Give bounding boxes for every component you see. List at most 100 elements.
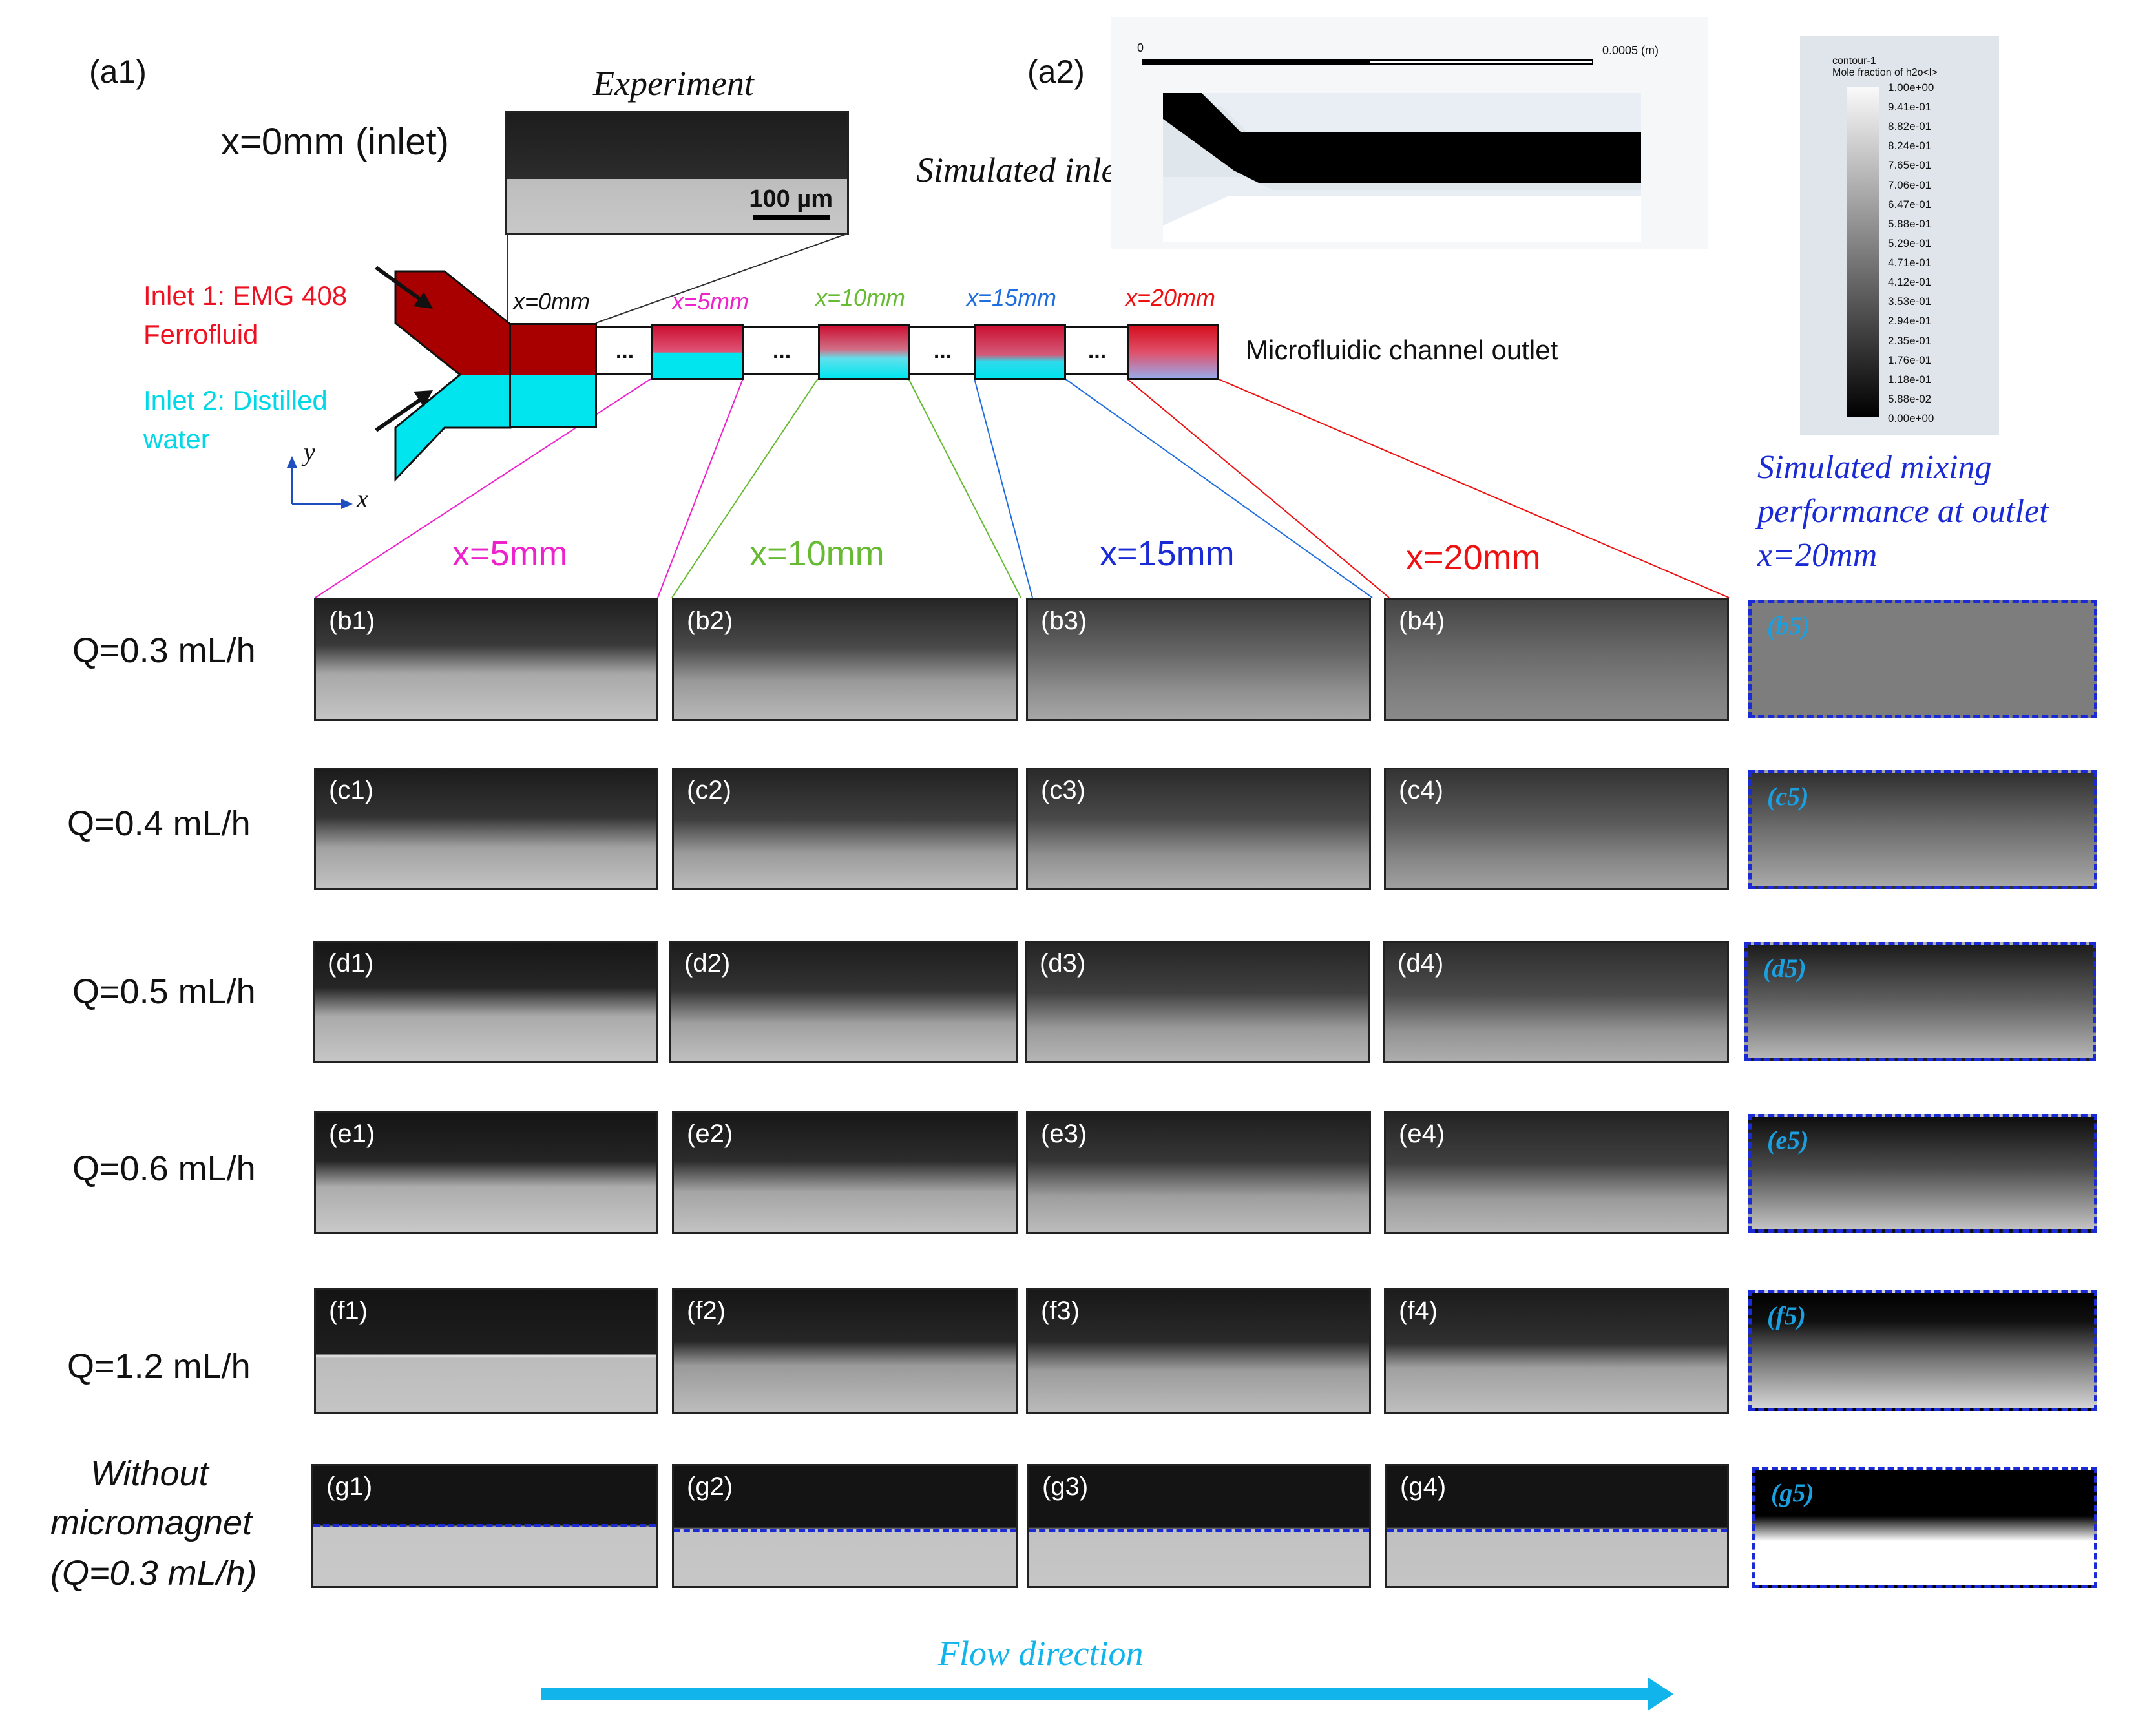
sim-label-d5: (d5)	[1763, 954, 1806, 983]
sim-label-c5: (c5)	[1767, 782, 1809, 811]
micrograph-b2: (b2)	[672, 598, 1018, 721]
row-label-e: Q=0.6 mL/h	[72, 1149, 256, 1188]
sim-label-f5: (f5)	[1767, 1301, 1806, 1330]
row-label-d: Q=0.5 mL/h	[72, 972, 256, 1011]
channel-segment-x20	[1127, 324, 1219, 380]
micrograph-e2: (e2)	[672, 1111, 1018, 1234]
row-label-g-2: micromagnet	[50, 1503, 253, 1542]
sim-c5: (c5)	[1748, 770, 2097, 889]
marker-x5: x=5mm	[672, 288, 749, 315]
micrograph-d3: (d3)	[1025, 941, 1370, 1063]
channel-segment-x10	[818, 324, 910, 380]
panel-label-c3: (c3)	[1041, 776, 1085, 804]
sim-b5: (b5)	[1748, 600, 2097, 718]
micrograph-d2: (d2)	[669, 941, 1018, 1063]
interface-line-g2	[674, 1529, 1016, 1532]
panel-label-b4: (b4)	[1399, 607, 1445, 635]
colorbar-tick-label: 1.18e-01	[1888, 373, 1932, 386]
colorbar-tick-label: 5.88e-01	[1888, 217, 1932, 230]
colorbar-tick-label: 8.24e-01	[1888, 140, 1932, 152]
sim-scale-bar-dark	[1142, 59, 1593, 65]
panel-label-b2: (b2)	[687, 607, 733, 635]
simulation-view: 0 0.0005 (m)	[1111, 17, 1708, 249]
colorbar-tick-label: 9.41e-01	[1888, 101, 1932, 114]
micrograph-b1: (b1)	[314, 598, 658, 721]
marker-x0: x=0mm	[513, 288, 591, 315]
sim-f5: (f5)	[1748, 1290, 2097, 1411]
micrograph-g4: (g4)	[1385, 1464, 1729, 1588]
panel-label-f1: (f1)	[329, 1297, 368, 1325]
interface-line-g1	[313, 1524, 656, 1527]
colorbar-ticks: 1.00e+00 9.41e-01 8.82e-01 8.24e-01 7.65e-01…	[1888, 81, 1991, 424]
inlet-position-label: x=0mm (inlet)	[221, 121, 449, 163]
panel-label-f3: (f3)	[1041, 1297, 1080, 1325]
inlet2-label: Inlet 2: Distilled water	[143, 385, 328, 454]
marker-x15: x=15mm	[967, 284, 1057, 311]
colorbar-tick-label: 4.12e-01	[1888, 276, 1932, 289]
panel-label-d1: (d1)	[328, 949, 374, 978]
colorbar-tick-label: 7.65e-01	[1888, 159, 1932, 172]
sim-e5: (e5)	[1748, 1114, 2097, 1233]
micrograph-b3: (b3)	[1026, 598, 1371, 721]
row-label-g-1: Without	[90, 1454, 209, 1493]
panel-label-e1: (e1)	[329, 1120, 375, 1148]
axis-x-label: x	[357, 484, 368, 513]
channel-gap-4: ...	[1066, 326, 1128, 375]
panel-label-g1: (g1)	[326, 1472, 373, 1501]
scale-bar	[753, 215, 830, 220]
panel-label-b3: (b3)	[1041, 607, 1087, 635]
inlet1-label: Inlet 1: EMG 408 Ferrofluid	[143, 280, 348, 350]
axis-y-label: y	[304, 437, 315, 466]
column-header-x15: x=15mm	[1100, 534, 1235, 573]
colorbar-gradient	[1847, 87, 1879, 417]
micrograph-f3: (f3)	[1026, 1288, 1371, 1414]
micrograph-b4: (b4)	[1384, 598, 1729, 721]
simulated-inlet-geometry	[1163, 93, 1641, 242]
panel-label-d3: (d3)	[1040, 949, 1086, 978]
micrograph-f4: (f4)	[1384, 1288, 1729, 1414]
panel-label-g3: (g3)	[1042, 1472, 1089, 1501]
sim-scale-bar-light	[1368, 59, 1593, 65]
panel-label-c4: (c4)	[1399, 776, 1443, 804]
micrograph-g2: (g2)	[672, 1464, 1018, 1588]
row-label-f: Q=1.2 mL/h	[67, 1347, 251, 1386]
panel-label-g4: (g4)	[1400, 1472, 1447, 1501]
panel-label-c2: (c2)	[687, 776, 731, 804]
colorbar-tick-label: 2.94e-01	[1888, 315, 1932, 328]
outlet-label: Microfluidic channel outlet	[1246, 335, 1558, 365]
row-label-c: Q=0.4 mL/h	[67, 804, 251, 843]
colorbar-tick-label: 0.00e+00	[1888, 412, 1934, 424]
sim-scale-end: 0.0005 (m)	[1602, 44, 1659, 57]
channel-segment-x15	[974, 324, 1066, 380]
flow-direction-label: Flow direction	[938, 1634, 1144, 1673]
panel-tag-a1: (a1)	[89, 54, 147, 90]
colorbar-tick-label: 3.53e-01	[1888, 295, 1932, 308]
marker-x10: x=10mm	[815, 284, 906, 311]
colorbar-tick-label: 2.35e-01	[1888, 334, 1932, 347]
interface-line-g4	[1387, 1529, 1727, 1532]
micrograph-f1: (f1)	[314, 1288, 658, 1414]
panel-label-d4: (d4)	[1398, 949, 1444, 978]
panel-label-e3: (e3)	[1041, 1120, 1087, 1148]
colorbar-tick-label: 4.71e-01	[1888, 256, 1932, 269]
panel-label-e2: (e2)	[687, 1120, 733, 1148]
sim-label-b5: (b5)	[1767, 611, 1810, 640]
sim-caption: Simulated mixing performance at outlet x…	[1757, 449, 2049, 574]
micrograph-e3: (e3)	[1026, 1111, 1371, 1234]
sim-d5: (d5)	[1744, 942, 2096, 1061]
panel-label-f2: (f2)	[687, 1297, 726, 1325]
colorbar-tick-label: 5.88e-02	[1888, 392, 1932, 405]
micrograph-g1: (g1)	[311, 1464, 658, 1588]
channel-segment-x5	[651, 324, 744, 380]
colorbar-panel: contour-1 Mole fraction of h2o<l> 1.00e+…	[1800, 36, 1999, 435]
micrograph-d4: (d4)	[1383, 941, 1729, 1063]
marker-x20: x=20mm	[1126, 284, 1216, 311]
colorbar-title-1: contour-1	[1832, 56, 1876, 67]
sim-label-e5: (e5)	[1767, 1125, 1809, 1155]
panel-label-g2: (g2)	[687, 1472, 733, 1501]
simulated-inlet-caption: Simulated inlet	[916, 151, 1127, 189]
column-header-x10: x=10mm	[749, 534, 885, 573]
channel-gap-3: ...	[910, 326, 976, 375]
panel-label-e4: (e4)	[1399, 1120, 1445, 1148]
